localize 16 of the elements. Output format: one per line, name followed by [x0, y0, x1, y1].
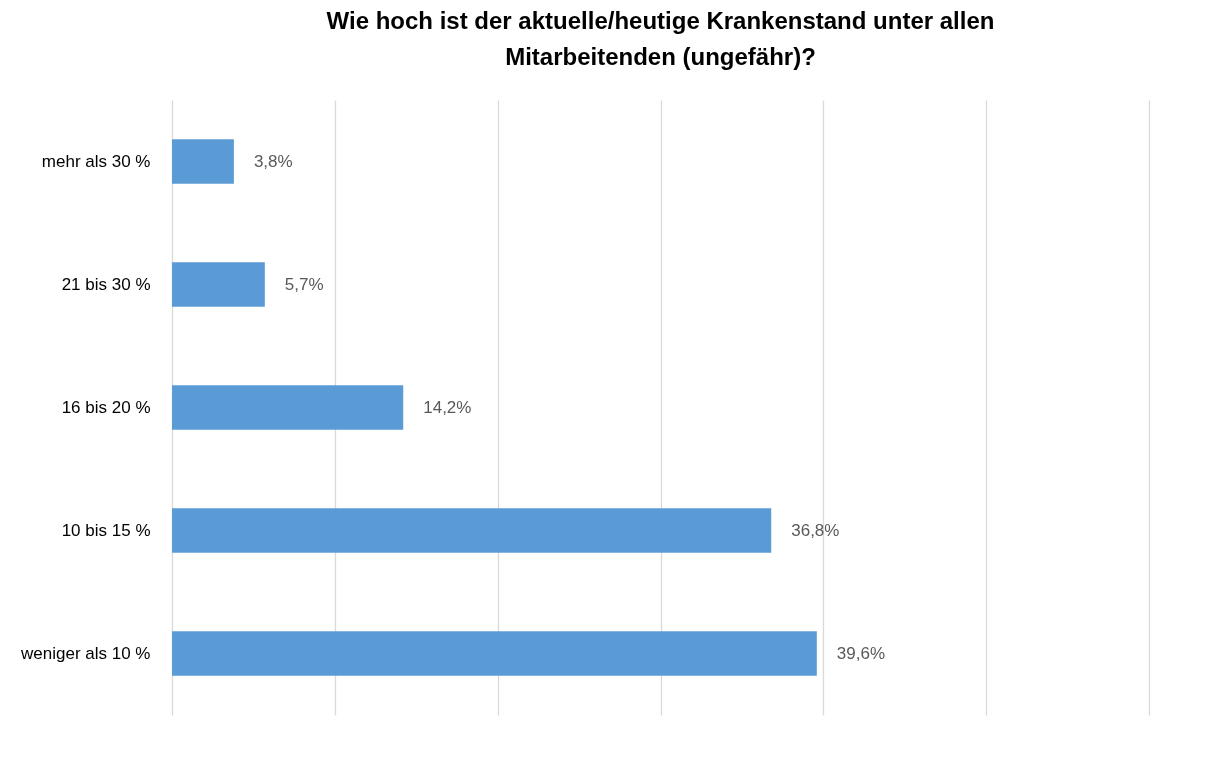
- data-label: 3,8%: [253, 151, 293, 171]
- bar: [172, 631, 817, 676]
- y-tick-label: 10 bis 15 %: [61, 520, 151, 540]
- data-label: 5,7%: [284, 274, 324, 294]
- bar: [172, 385, 404, 430]
- y-tick-label: weniger als 10 %: [20, 643, 151, 663]
- bar: [172, 262, 265, 307]
- y-tick-label: 21 bis 30 %: [61, 274, 151, 294]
- data-label: 39,6%: [836, 643, 886, 663]
- data-label: 14,2%: [423, 397, 472, 417]
- chart-title: Wie hoch ist der aktuelle/heutige Krankenstand unter allen Mitarbeitenden (ungefähr)?: [326, 7, 995, 70]
- y-tick-label: 16 bis 20 %: [61, 397, 151, 417]
- y-tick-label: mehr als 30 %: [41, 151, 151, 171]
- bar: [172, 139, 234, 184]
- bar: [172, 508, 772, 553]
- data-label: 36,8%: [791, 520, 840, 540]
